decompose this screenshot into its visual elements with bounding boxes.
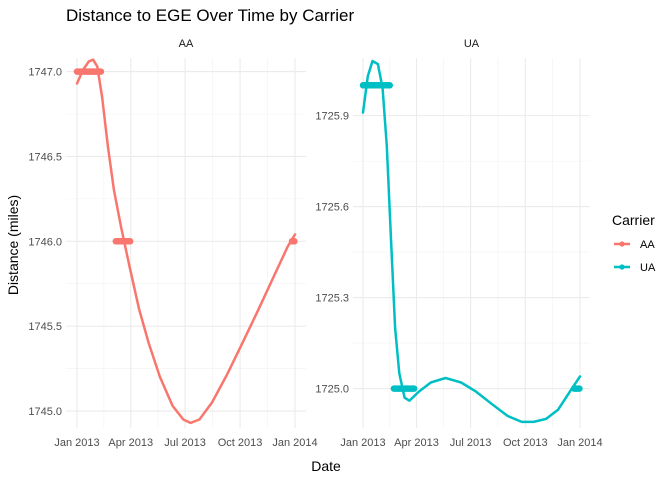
y-tick-label: 1725.6 xyxy=(315,202,349,214)
y-tick-label: 1747.0 xyxy=(28,67,62,79)
y-tick-label: 1745.5 xyxy=(28,321,62,333)
x-tick-label: Oct 2013 xyxy=(503,437,548,449)
x-tick-label: Jan 2014 xyxy=(557,437,602,449)
smooth-line-aa xyxy=(75,58,297,425)
x-tick-label: Jan 2014 xyxy=(272,437,317,449)
legend-label: UA xyxy=(640,262,656,274)
chart-title: Distance to EGE Over Time by Carrier xyxy=(66,6,354,25)
legend-entry-aa: AA xyxy=(614,239,655,251)
y-tick-label: 1746.5 xyxy=(28,151,62,163)
panels-layer: Jan 2013 Apr 2013 Jul 2013 Oct 2013 Jan 2014… xyxy=(28,38,602,449)
x-tick-label: Apr 2013 xyxy=(108,437,153,449)
x-tick-label: Oct 2013 xyxy=(218,437,263,449)
x-tick-label: Jul 2013 xyxy=(164,437,206,449)
y-tick-label: 1725.3 xyxy=(315,293,349,305)
y-axis-title: Distance (miles) xyxy=(5,195,21,295)
x-tick-label: Jan 2013 xyxy=(340,437,385,449)
panel-ua: Jan 2013 Apr 2013 Jul 2013 Oct 2013 Jan 2014… xyxy=(315,38,602,449)
legend-label: AA xyxy=(640,239,655,251)
x-axis-title: Date xyxy=(311,458,341,474)
y-tick-label: 1725.0 xyxy=(315,384,349,396)
legend-entry-ua: UA xyxy=(614,262,656,274)
legend-title: Carrier xyxy=(612,212,655,228)
x-tick-label: Apr 2013 xyxy=(394,437,439,449)
x-tick-label: Jan 2013 xyxy=(54,437,99,449)
facet-label-aa: AA xyxy=(179,38,194,50)
x-tick-label: Jul 2013 xyxy=(450,437,492,449)
panel-aa: Jan 2013 Apr 2013 Jul 2013 Oct 2013 Jan 2014… xyxy=(28,38,317,449)
legend-key-point xyxy=(619,264,625,270)
y-tick-label: 1746.0 xyxy=(28,236,62,248)
legend: Carrier AA UA xyxy=(612,212,656,274)
y-tick-label: 1745.0 xyxy=(28,406,62,418)
legend-key-point xyxy=(619,241,625,247)
y-tick-label: 1725.9 xyxy=(315,111,349,123)
facet-label-ua: UA xyxy=(464,38,480,50)
